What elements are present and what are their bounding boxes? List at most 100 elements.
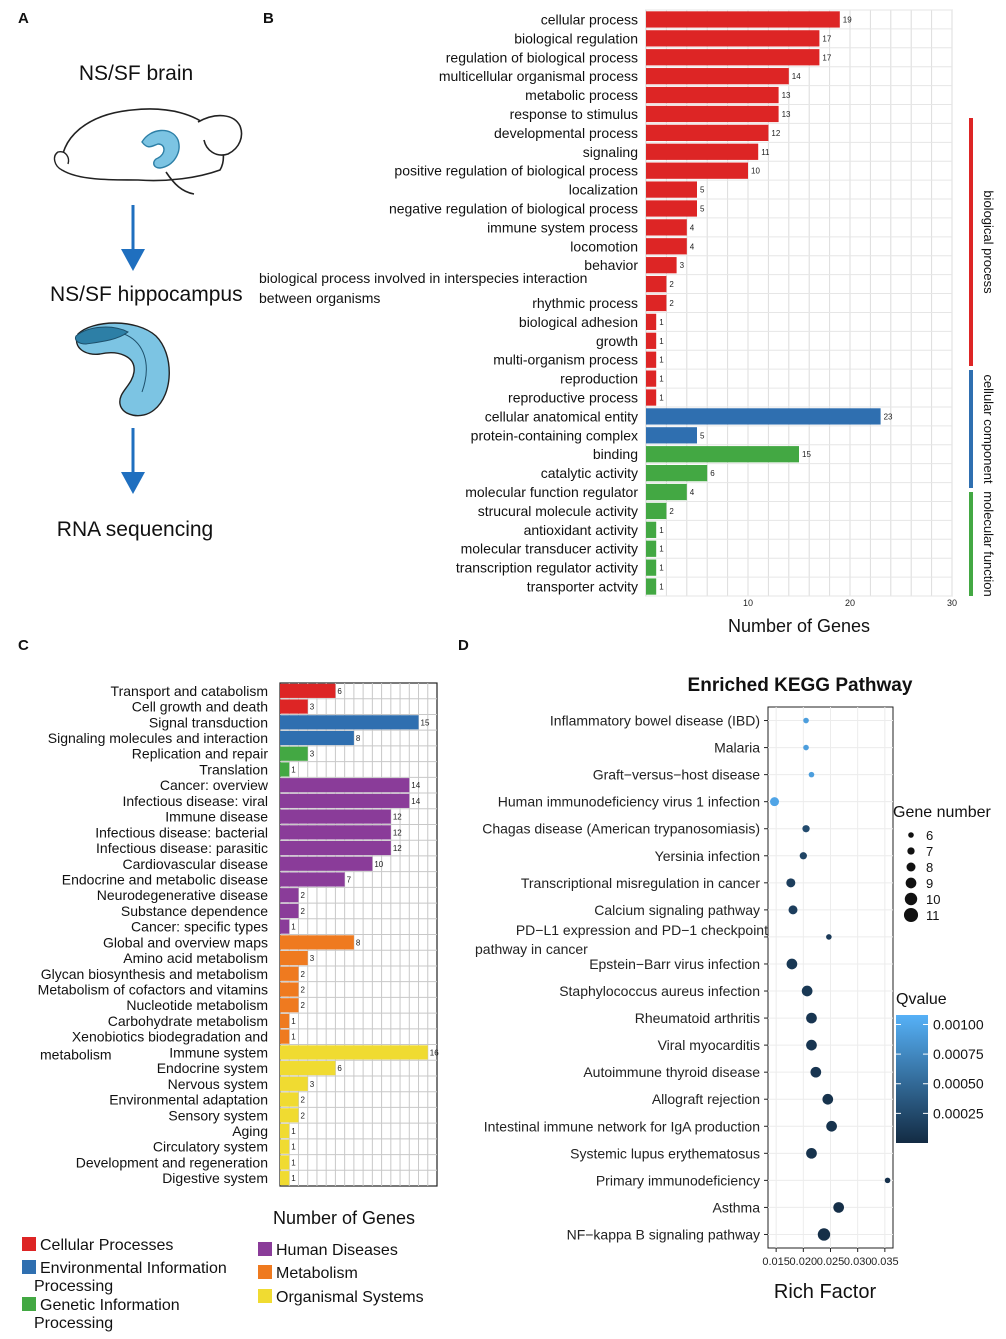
kc-bar xyxy=(280,982,299,997)
kc-bar-value: 1 xyxy=(291,1017,296,1026)
kegg-point xyxy=(801,985,813,997)
kegg-point xyxy=(786,958,798,970)
go-category-label: response to stimulus xyxy=(510,106,638,122)
kegg-size-legend-dot xyxy=(905,877,917,889)
kegg-pathway-label: PD−L1 expression and PD−1 checkpoint xyxy=(516,922,768,938)
kc-category-label: Infectious disease: bacterial xyxy=(95,824,268,840)
go-x-axis-title: Number of Genes xyxy=(728,616,870,636)
kegg-size-legend-label: 9 xyxy=(926,876,933,891)
kc-bar-value: 1 xyxy=(291,765,296,774)
kc-legend-label: Genetic Information xyxy=(40,1297,180,1314)
kegg-size-legend-dot xyxy=(906,862,916,872)
kegg-x-tick: 0.025 xyxy=(817,1256,845,1268)
go-category-label: rhythmic process xyxy=(532,295,638,311)
kc-bar-value: 8 xyxy=(356,938,361,947)
go-bar-value: 17 xyxy=(822,34,831,43)
kc-category-label: Endocrine system xyxy=(157,1060,268,1076)
go-bar xyxy=(646,465,708,482)
go-group-label: cellular component xyxy=(981,374,996,484)
kegg-pathway-label: Epstein−Barr virus infection xyxy=(589,956,760,972)
go-category-label: locomotion xyxy=(570,238,638,254)
kegg-point xyxy=(803,717,809,724)
go-group-bar xyxy=(969,370,973,488)
go-bar xyxy=(646,238,687,255)
kc-bar-value: 6 xyxy=(337,687,342,696)
kegg-pathway-label: Chagas disease (American trypanosomiasis… xyxy=(482,821,760,837)
go-bar xyxy=(646,30,820,47)
go-category-label: immune system process xyxy=(487,219,638,235)
kegg-point xyxy=(826,1120,837,1132)
kegg-pathway-label: Yersinia infection xyxy=(655,848,760,864)
panel-letter-c: C xyxy=(18,637,29,654)
go-category-label: regulation of biological process xyxy=(446,49,638,65)
go-category-label: biological adhesion xyxy=(519,314,638,330)
go-x-tick: 30 xyxy=(947,598,957,608)
go-bar-value: 10 xyxy=(751,167,760,176)
kegg-pathway-label: Calcium signaling pathway xyxy=(594,902,760,918)
kegg-x-tick: 0.020 xyxy=(790,1256,818,1268)
kc-bar-value: 12 xyxy=(393,828,402,837)
kc-bar-value: 1 xyxy=(291,1174,296,1183)
go-bar-value: 1 xyxy=(659,583,664,592)
kegg-pathway-label: Primary immunodeficiency xyxy=(596,1172,760,1188)
go-bar xyxy=(646,275,667,293)
kc-bar-value: 2 xyxy=(300,907,305,916)
kc-bar xyxy=(280,683,336,698)
go-bar xyxy=(646,332,657,349)
kc-category-label: Glycan biosynthesis and metabolism xyxy=(41,966,268,982)
go-bar-value: 1 xyxy=(659,318,664,327)
kegg-pathway-label: Malaria xyxy=(714,740,760,756)
kc-bar xyxy=(280,1155,290,1170)
kegg-size-legend-dot xyxy=(904,892,918,906)
kegg-size-legend-dot xyxy=(908,832,914,838)
kc-category-label: Nervous system xyxy=(168,1076,268,1092)
kc-bar-value: 1 xyxy=(291,1033,296,1042)
go-bar-value: 1 xyxy=(659,375,664,384)
kegg-colorbar xyxy=(896,1015,928,1143)
brain-hippocampus-highlight xyxy=(141,129,180,169)
arrow-down-icon xyxy=(121,205,145,271)
kc-bar-value: 8 xyxy=(356,734,361,743)
kegg-point xyxy=(770,797,780,807)
go-bar xyxy=(646,49,820,66)
go-group-label: biological process xyxy=(981,190,996,294)
go-bar-value: 17 xyxy=(822,53,831,62)
kc-bar xyxy=(280,1061,336,1076)
kc-category-label: Infectious disease: viral xyxy=(122,793,268,809)
kc-category-label: Amino acid metabolism xyxy=(123,950,268,966)
go-category-label: binding xyxy=(593,446,638,462)
go-bar xyxy=(646,427,697,444)
kc-bar xyxy=(280,825,391,840)
go-bar-value: 5 xyxy=(700,204,705,213)
kc-bar-value: 7 xyxy=(347,875,352,884)
go-bar-value: 2 xyxy=(669,507,674,516)
panel-letter-d: D xyxy=(458,637,469,654)
kegg-pathway-label: Graft−versus−host disease xyxy=(593,767,761,783)
kc-bar xyxy=(280,1092,299,1107)
kc-category-label: Signaling molecules and interaction xyxy=(48,730,268,746)
kegg-point xyxy=(806,1012,817,1024)
go-x-tick: 10 xyxy=(743,598,753,608)
kegg-pathway-label: pathway in cancer xyxy=(475,941,588,957)
kegg-size-legend-title: Gene number xyxy=(893,804,992,821)
kegg-x-tick: 0.035 xyxy=(871,1256,899,1268)
kegg-size-legend-label: 11 xyxy=(926,908,940,923)
go-category-label: molecular function regulator xyxy=(465,484,638,500)
kc-bar-value: 12 xyxy=(393,813,402,822)
kc-bar-value: 1 xyxy=(291,1143,296,1152)
kc-category-label: Xenobiotics biodegradation and xyxy=(72,1029,268,1045)
go-bar xyxy=(646,86,779,104)
go-category-label: molecular transducer activity xyxy=(461,541,638,557)
kc-bar-value: 3 xyxy=(310,1080,315,1089)
go-category-label: localization xyxy=(569,182,638,198)
go-category-label: transcription regulator activity xyxy=(456,560,638,576)
go-bar-value: 5 xyxy=(700,186,705,195)
kc-category-label: Infectious disease: parasitic xyxy=(96,840,268,856)
kegg-x-tick: 0.030 xyxy=(844,1256,872,1268)
go-group-bar xyxy=(969,492,973,596)
kc-category-label: Cancer: specific types xyxy=(131,919,268,935)
go-bar-value: 1 xyxy=(659,526,664,535)
kc-category-label: Environmental adaptation xyxy=(109,1092,268,1108)
kc-bar xyxy=(280,1139,290,1154)
kegg-pathway-label: Inflammatory bowel disease (IBD) xyxy=(550,713,760,729)
